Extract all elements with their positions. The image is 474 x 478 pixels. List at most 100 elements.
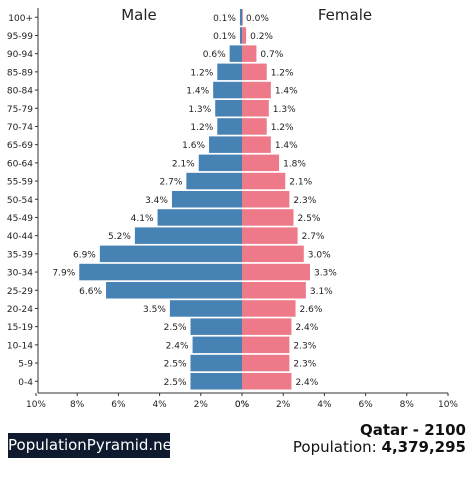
male-value-label: 1.4% (186, 87, 209, 97)
x-tick-label-left: 6% (111, 400, 126, 410)
female-bar-60-64 (242, 154, 280, 172)
age-group-label: 95-99 (7, 32, 33, 42)
age-group-label: 45-49 (7, 214, 33, 224)
male-bar-75-79 (215, 100, 242, 117)
age-group-label: 35-39 (7, 250, 33, 260)
male-value-label: 3.4% (145, 196, 168, 206)
age-group-label: 55-59 (7, 178, 33, 188)
male-bar-20-24 (169, 300, 242, 317)
female-bar-45-49 (242, 209, 294, 226)
male-bar-50-54 (171, 191, 242, 208)
female-bar-85-89 (242, 63, 267, 81)
population-label: Population: (292, 438, 377, 456)
female-value-label: 3.3% (314, 269, 337, 279)
female-value-label: 1.4% (275, 141, 298, 151)
female-value-label: 2.6% (300, 305, 323, 315)
male-value-label: 4.1% (131, 214, 154, 224)
female-bar-95-99 (242, 27, 247, 44)
male-value-label: 2.5% (164, 360, 187, 370)
bars-group: 0.1% 0.0% 0.1% 0.2% 0.6% 0.7% 1.2% 1.2% 1.4% 1.4%… (52, 9, 337, 390)
female-value-label: 2.4% (295, 323, 318, 333)
male-bar-35-39 (99, 245, 242, 263)
female-value-label: 1.4% (275, 87, 298, 97)
age-group-label: 25-29 (7, 287, 33, 297)
age-group-label: 15-19 (7, 323, 33, 333)
female-value-label: 3.1% (310, 287, 333, 297)
female-bar-100+ (242, 9, 243, 26)
male-bar-40-44 (134, 227, 242, 244)
female-bar-20-24 (242, 300, 296, 317)
x-tick-label-right: 4% (317, 400, 332, 410)
age-group-label: 50-54 (7, 196, 33, 206)
male-bar-65-69 (209, 136, 242, 153)
female-value-label: 1.8% (283, 159, 306, 169)
age-group-label: 0-4 (18, 378, 33, 388)
female-bar-30-34 (242, 263, 310, 281)
female-bar-65-69 (242, 136, 271, 153)
male-bar-90-94 (229, 45, 242, 62)
female-value-label: 0.7% (260, 50, 283, 60)
population-value: 4,379,295 (381, 438, 466, 456)
male-value-label: 0.1% (213, 14, 236, 24)
axes-group: 100+ 95-99 90-94 85-89 80-84 75-79 70-74 65-69 6… (7, 8, 458, 410)
male-value-label: 2.5% (164, 323, 187, 333)
x-tick-label-right: 8% (400, 400, 415, 410)
male-value-label: 6.6% (79, 287, 102, 297)
x-tick-label-left: 0% (235, 400, 250, 410)
female-bar-35-39 (242, 245, 304, 263)
x-tick-label-left: 8% (70, 400, 85, 410)
female-value-label: 2.4% (295, 378, 318, 388)
male-value-label: 2.1% (172, 159, 195, 169)
male-value-label: 1.3% (188, 105, 211, 115)
male-value-label: 2.4% (166, 341, 189, 351)
x-tick-label-left: 4% (152, 400, 167, 410)
male-value-label: 6.9% (73, 250, 96, 260)
age-group-label: 100+ (8, 14, 33, 24)
age-group-label: 65-69 (7, 141, 33, 151)
female-value-label: 2.5% (298, 214, 321, 224)
female-value-label: 1.2% (271, 123, 294, 133)
age-group-label: 30-34 (7, 269, 33, 279)
male-value-label: 3.5% (143, 305, 166, 315)
male-side-title: Male (121, 6, 157, 24)
female-bar-40-44 (242, 227, 298, 244)
x-tick-label-left: 2% (194, 400, 209, 410)
male-bar-55-59 (186, 172, 242, 190)
male-value-label: 2.7% (160, 178, 183, 188)
female-value-label: 1.2% (271, 68, 294, 78)
female-bar-80-84 (242, 81, 271, 99)
population-readout: Population: 4,379,295 (293, 438, 466, 456)
male-bar-10-14 (192, 336, 242, 354)
age-group-label: 60-64 (7, 159, 33, 169)
age-group-label: 70-74 (7, 123, 33, 133)
female-value-label: 1.3% (273, 105, 296, 115)
male-value-label: 1.2% (190, 123, 213, 133)
female-bar-75-79 (242, 100, 269, 117)
male-value-label: 0.6% (203, 50, 226, 60)
x-tick-label-left: 10% (26, 400, 46, 410)
age-group-label: 5-9 (18, 360, 33, 370)
female-value-label: 3.0% (308, 250, 331, 260)
age-group-label: 40-44 (7, 232, 33, 242)
female-value-label: 0.0% (246, 14, 269, 24)
brand-logo[interactable]: PopulationPyramid.net (8, 433, 178, 458)
x-tick-label-right: 6% (358, 400, 373, 410)
female-bar-25-29 (242, 282, 306, 299)
male-bar-60-64 (198, 154, 242, 172)
male-bar-25-29 (106, 282, 242, 299)
chart-info-title: Qatar - 2100 (360, 421, 466, 439)
male-bar-100+ (239, 9, 242, 26)
male-value-label: 7.9% (52, 269, 75, 279)
female-bar-15-19 (242, 318, 292, 335)
male-value-label: 2.5% (164, 378, 187, 388)
female-bar-0-4 (242, 373, 292, 390)
female-bar-70-74 (242, 118, 267, 135)
female-bar-55-59 (242, 172, 286, 190)
female-bar-90-94 (242, 45, 257, 62)
age-group-label: 90-94 (7, 50, 33, 60)
male-bar-70-74 (217, 118, 242, 135)
female-side-title: Female (318, 6, 372, 24)
age-group-label: 80-84 (7, 87, 33, 97)
male-bar-5-9 (190, 354, 242, 372)
